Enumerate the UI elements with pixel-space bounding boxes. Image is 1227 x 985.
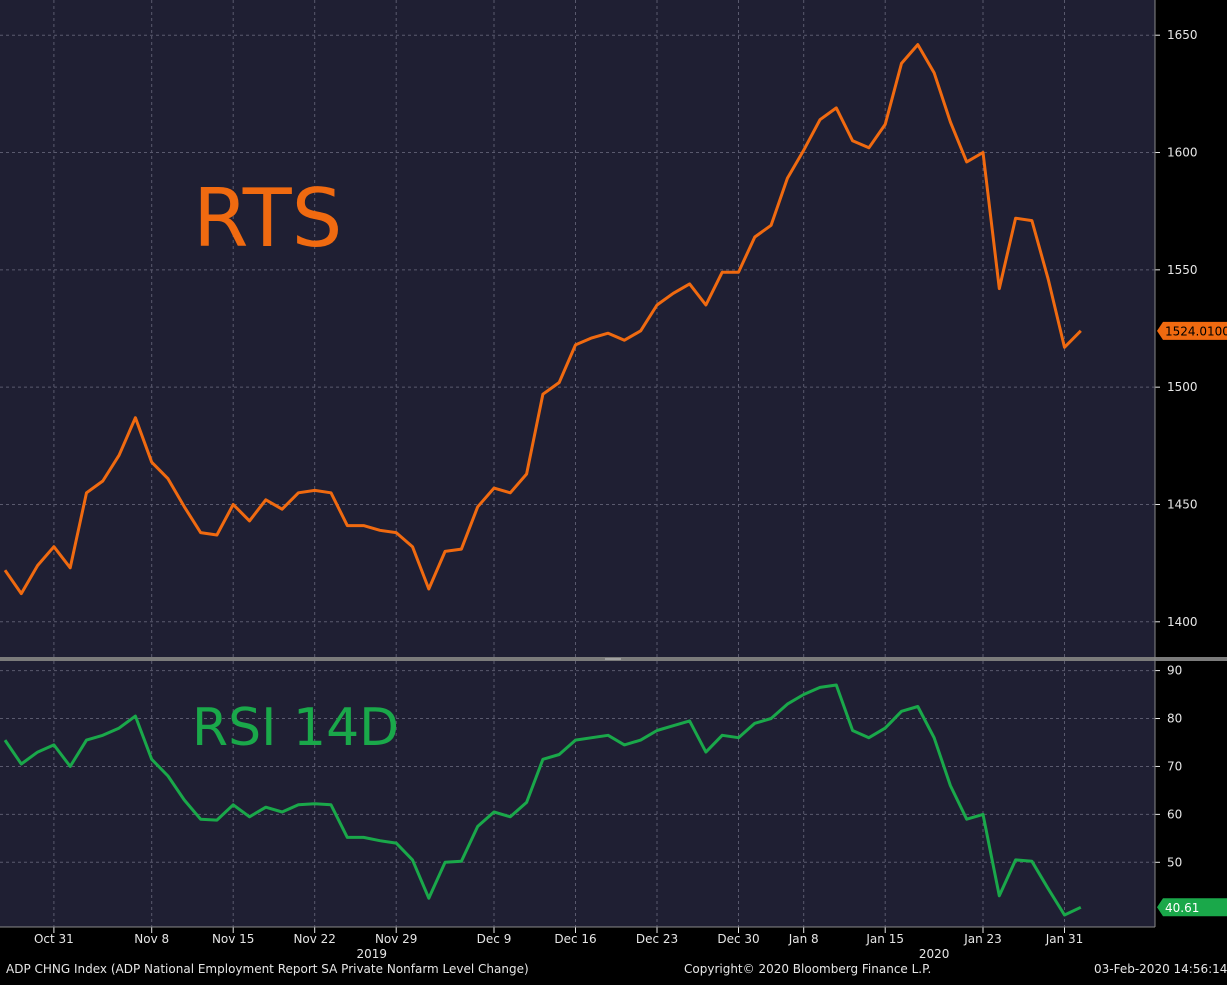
x-tick-label: Jan 23: [963, 932, 1002, 946]
x-tick-label: Dec 30: [717, 932, 759, 946]
x-tick-label: Nov 22: [293, 932, 336, 946]
x-tick-label: Dec 9: [477, 932, 512, 946]
x-tick-label: Jan 31: [1045, 932, 1084, 946]
y-tick-label: 1450: [1167, 497, 1198, 511]
chart-annotation-1: RTS: [193, 172, 342, 265]
x-year-label: 2019: [356, 947, 387, 961]
y-tick-label: 1650: [1167, 28, 1198, 42]
series-line-2: [3, 683, 1082, 917]
x-tick-label: Dec 23: [636, 932, 678, 946]
x-tick-label: Nov 15: [212, 932, 255, 946]
x-tick-label: Nov 8: [134, 932, 169, 946]
y-tick-label: 90: [1167, 664, 1182, 678]
x-year-label: 2020: [919, 947, 950, 961]
y-tick-label: 1400: [1167, 615, 1198, 629]
x-tick-label: Dec 16: [554, 932, 596, 946]
y-tick-label: 70: [1167, 759, 1182, 773]
footer-timestamp: 03-Feb-2020 14:56:14: [1094, 962, 1227, 976]
x-tick-label: Oct 31: [34, 932, 74, 946]
series-line-1: [3, 43, 1082, 596]
last-value-label-2: 40.61: [1165, 901, 1199, 915]
chart-annotation-2: RSI 14D: [192, 698, 399, 758]
y-tick-label: 1550: [1167, 263, 1198, 277]
footer-security-description: ADP CHNG Index (ADP National Employment …: [6, 962, 529, 976]
x-tick-label: Jan 8: [788, 932, 819, 946]
last-value-badge-1: [1157, 321, 1227, 340]
y-tick-label: 1600: [1167, 146, 1198, 160]
last-value-label-1: 1524.0100: [1165, 324, 1227, 338]
plot-background-1: [0, 0, 1155, 657]
plot-background-2: [0, 661, 1155, 927]
y-tick-label: 1500: [1167, 380, 1198, 394]
x-tick-label: Jan 15: [865, 932, 904, 946]
footer-copyright: Copyright© 2020 Bloomberg Finance L.P.: [684, 962, 932, 976]
y-tick-label: 50: [1167, 855, 1182, 869]
last-value-badge-2: [1157, 898, 1227, 917]
y-tick-label: 80: [1167, 712, 1182, 726]
x-tick-label: Nov 29: [375, 932, 418, 946]
y-tick-label: 60: [1167, 807, 1182, 821]
